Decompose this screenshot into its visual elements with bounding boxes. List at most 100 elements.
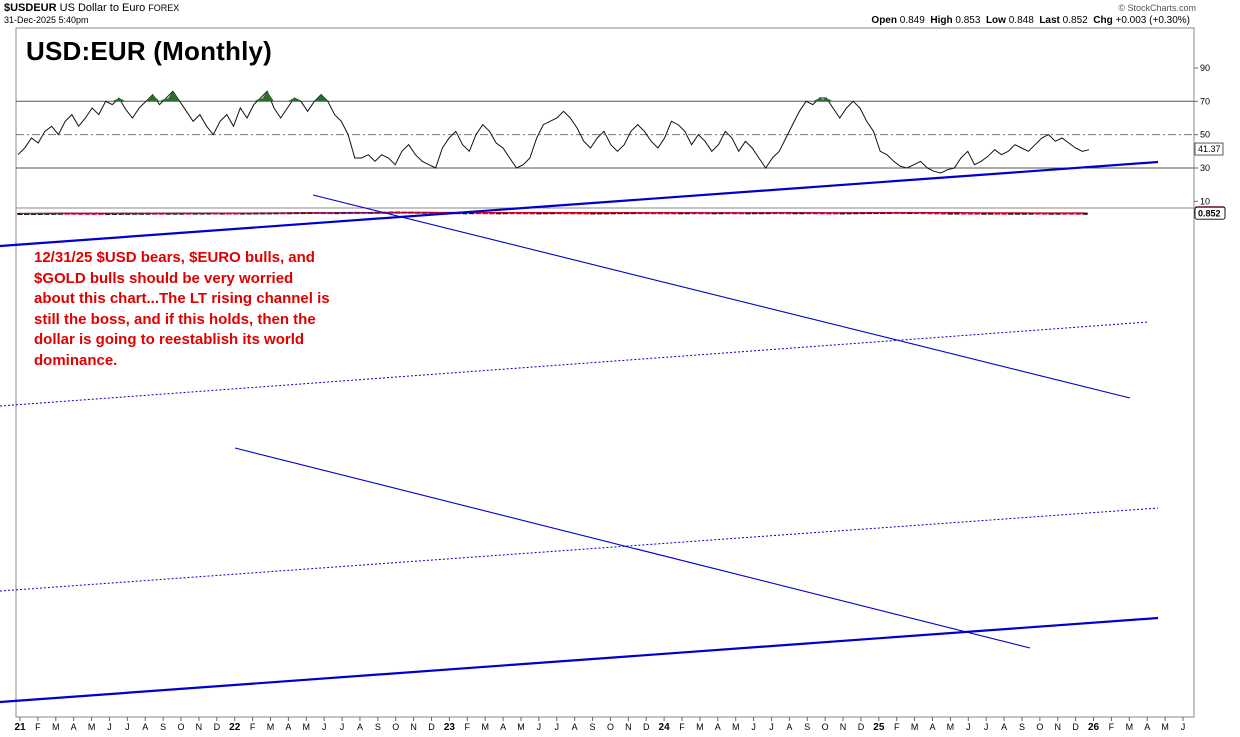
rsi-tick-label: 50 [1200, 130, 1210, 140]
x-tick-label: O [1036, 722, 1043, 732]
x-tick-label: M [303, 722, 311, 732]
x-tick-label: M [696, 722, 704, 732]
x-tick-label: J [107, 722, 112, 732]
x-tick-label: M [1126, 722, 1134, 732]
x-tick-label: J [751, 722, 756, 732]
x-tick-label: A [142, 722, 148, 732]
x-tick-label: J [984, 722, 989, 732]
x-tick-label: A [500, 722, 506, 732]
x-tick-label: J [340, 722, 345, 732]
lt-channel-lower [0, 616, 1159, 704]
rsi-last-value: 41.37 [1198, 144, 1221, 154]
rsi-overbought-fill [166, 91, 180, 102]
x-tick-label: J [966, 722, 971, 732]
chart-title: USD:EUR (Monthly) [26, 36, 273, 66]
dotted-channel-lower [0, 507, 1159, 592]
x-tick-label: S [590, 722, 596, 732]
rsi-line [17, 90, 1090, 174]
x-tick-label: F [35, 722, 41, 732]
x-tick-label: M [88, 722, 96, 732]
symbol: $USDEUR [4, 2, 57, 14]
watermark: © StockCharts.com [1118, 3, 1196, 13]
x-tick-label: A [1144, 722, 1150, 732]
x-tick-label: D [643, 722, 650, 732]
x-tick-label: J [1181, 722, 1186, 732]
chart-header: $USDEUR US Dollar to Euro FOREX [4, 2, 179, 14]
rsi-tick-label: 70 [1200, 96, 1210, 106]
x-tick-label: O [822, 722, 829, 732]
chart-date: 31-Dec-2025 5:40pm [4, 15, 89, 25]
x-tick-label: M [267, 722, 275, 732]
rsi-overbought-fill [260, 91, 274, 102]
lt-channel-upper [0, 160, 1159, 248]
x-tick-label: M [517, 722, 525, 732]
x-tick-label: J [322, 722, 327, 732]
rsi-overbought-fill [145, 94, 160, 102]
x-tick-label: A [572, 722, 578, 732]
x-tick-label: D [428, 722, 435, 732]
x-tick-label: A [715, 722, 721, 732]
x-tick-label: A [285, 722, 291, 732]
x-tick-label: S [160, 722, 166, 732]
x-tick-label: N [410, 722, 417, 732]
x-tick-label: D [214, 722, 221, 732]
x-tick-label: 25 [873, 722, 885, 733]
x-tick-label: N [840, 722, 847, 732]
x-tick-label: A [357, 722, 363, 732]
x-tick-label: F [894, 722, 900, 732]
rsi-tick-label: 90 [1200, 63, 1210, 73]
x-tick-label: A [929, 722, 935, 732]
chart-annotation: 12/31/25 $USD bears, $EURO bulls, and $G… [34, 249, 330, 369]
x-tick-label: F [1109, 722, 1115, 732]
x-tick-label: D [858, 722, 865, 732]
x-tick-label: M [947, 722, 955, 732]
descending-channel-upper [312, 194, 1131, 399]
x-tick-label: F [679, 722, 685, 732]
x-tick-label: M [52, 722, 60, 732]
x-tick-label: 21 [14, 722, 26, 733]
x-tick-label: S [375, 722, 381, 732]
x-tick-label: J [125, 722, 130, 732]
exchange: FOREX [148, 3, 180, 13]
x-tick-label: A [71, 722, 77, 732]
x-tick-label: M [911, 722, 919, 732]
rsi-overbought-fill [819, 97, 834, 102]
red-moving-average [20, 212, 1085, 214]
x-tick-label: O [607, 722, 614, 732]
descending-channel-lower [234, 447, 1031, 649]
x-tick-label: S [1019, 722, 1025, 732]
x-tick-label: A [1001, 722, 1007, 732]
rsi-overbought-fill [287, 97, 301, 102]
rsi-overbought-fill [314, 94, 328, 102]
symbol-name: US Dollar to Euro [59, 2, 146, 14]
x-tick-label: O [178, 722, 185, 732]
x-tick-label: A [786, 722, 792, 732]
last-value-label: 0.852 [1198, 209, 1221, 219]
x-tick-label: 26 [1088, 722, 1100, 733]
x-tick-label: N [196, 722, 203, 732]
rsi-last-box [1194, 142, 1224, 156]
x-tick-label: M [1161, 722, 1169, 732]
x-tick-label: 23 [444, 722, 456, 733]
x-tick-label: M [481, 722, 489, 732]
x-tick-label: J [555, 722, 560, 732]
x-tick-label: O [392, 722, 399, 732]
x-tick-label: 24 [659, 722, 671, 733]
x-tick-label: F [250, 722, 256, 732]
x-tick-label: N [625, 722, 632, 732]
x-tick-label: D [1072, 722, 1079, 732]
x-tick-label: M [732, 722, 740, 732]
x-tick-label: F [465, 722, 471, 732]
x-tick-label: J [537, 722, 542, 732]
rsi-tick-label: 10 [1200, 196, 1210, 206]
x-tick-label: 22 [229, 722, 241, 733]
ohlc-readout: Open 0.849 High 0.853 Low 0.848 Last 0.8… [871, 15, 1190, 26]
price-panel [15, 207, 1195, 718]
x-tick-label: J [769, 722, 774, 732]
rsi-tick-label: 30 [1200, 163, 1210, 173]
x-tick-label: N [1055, 722, 1062, 732]
x-tick-label: S [804, 722, 810, 732]
rsi-overbought-fill [112, 97, 126, 102]
last-value-box [1194, 206, 1226, 220]
